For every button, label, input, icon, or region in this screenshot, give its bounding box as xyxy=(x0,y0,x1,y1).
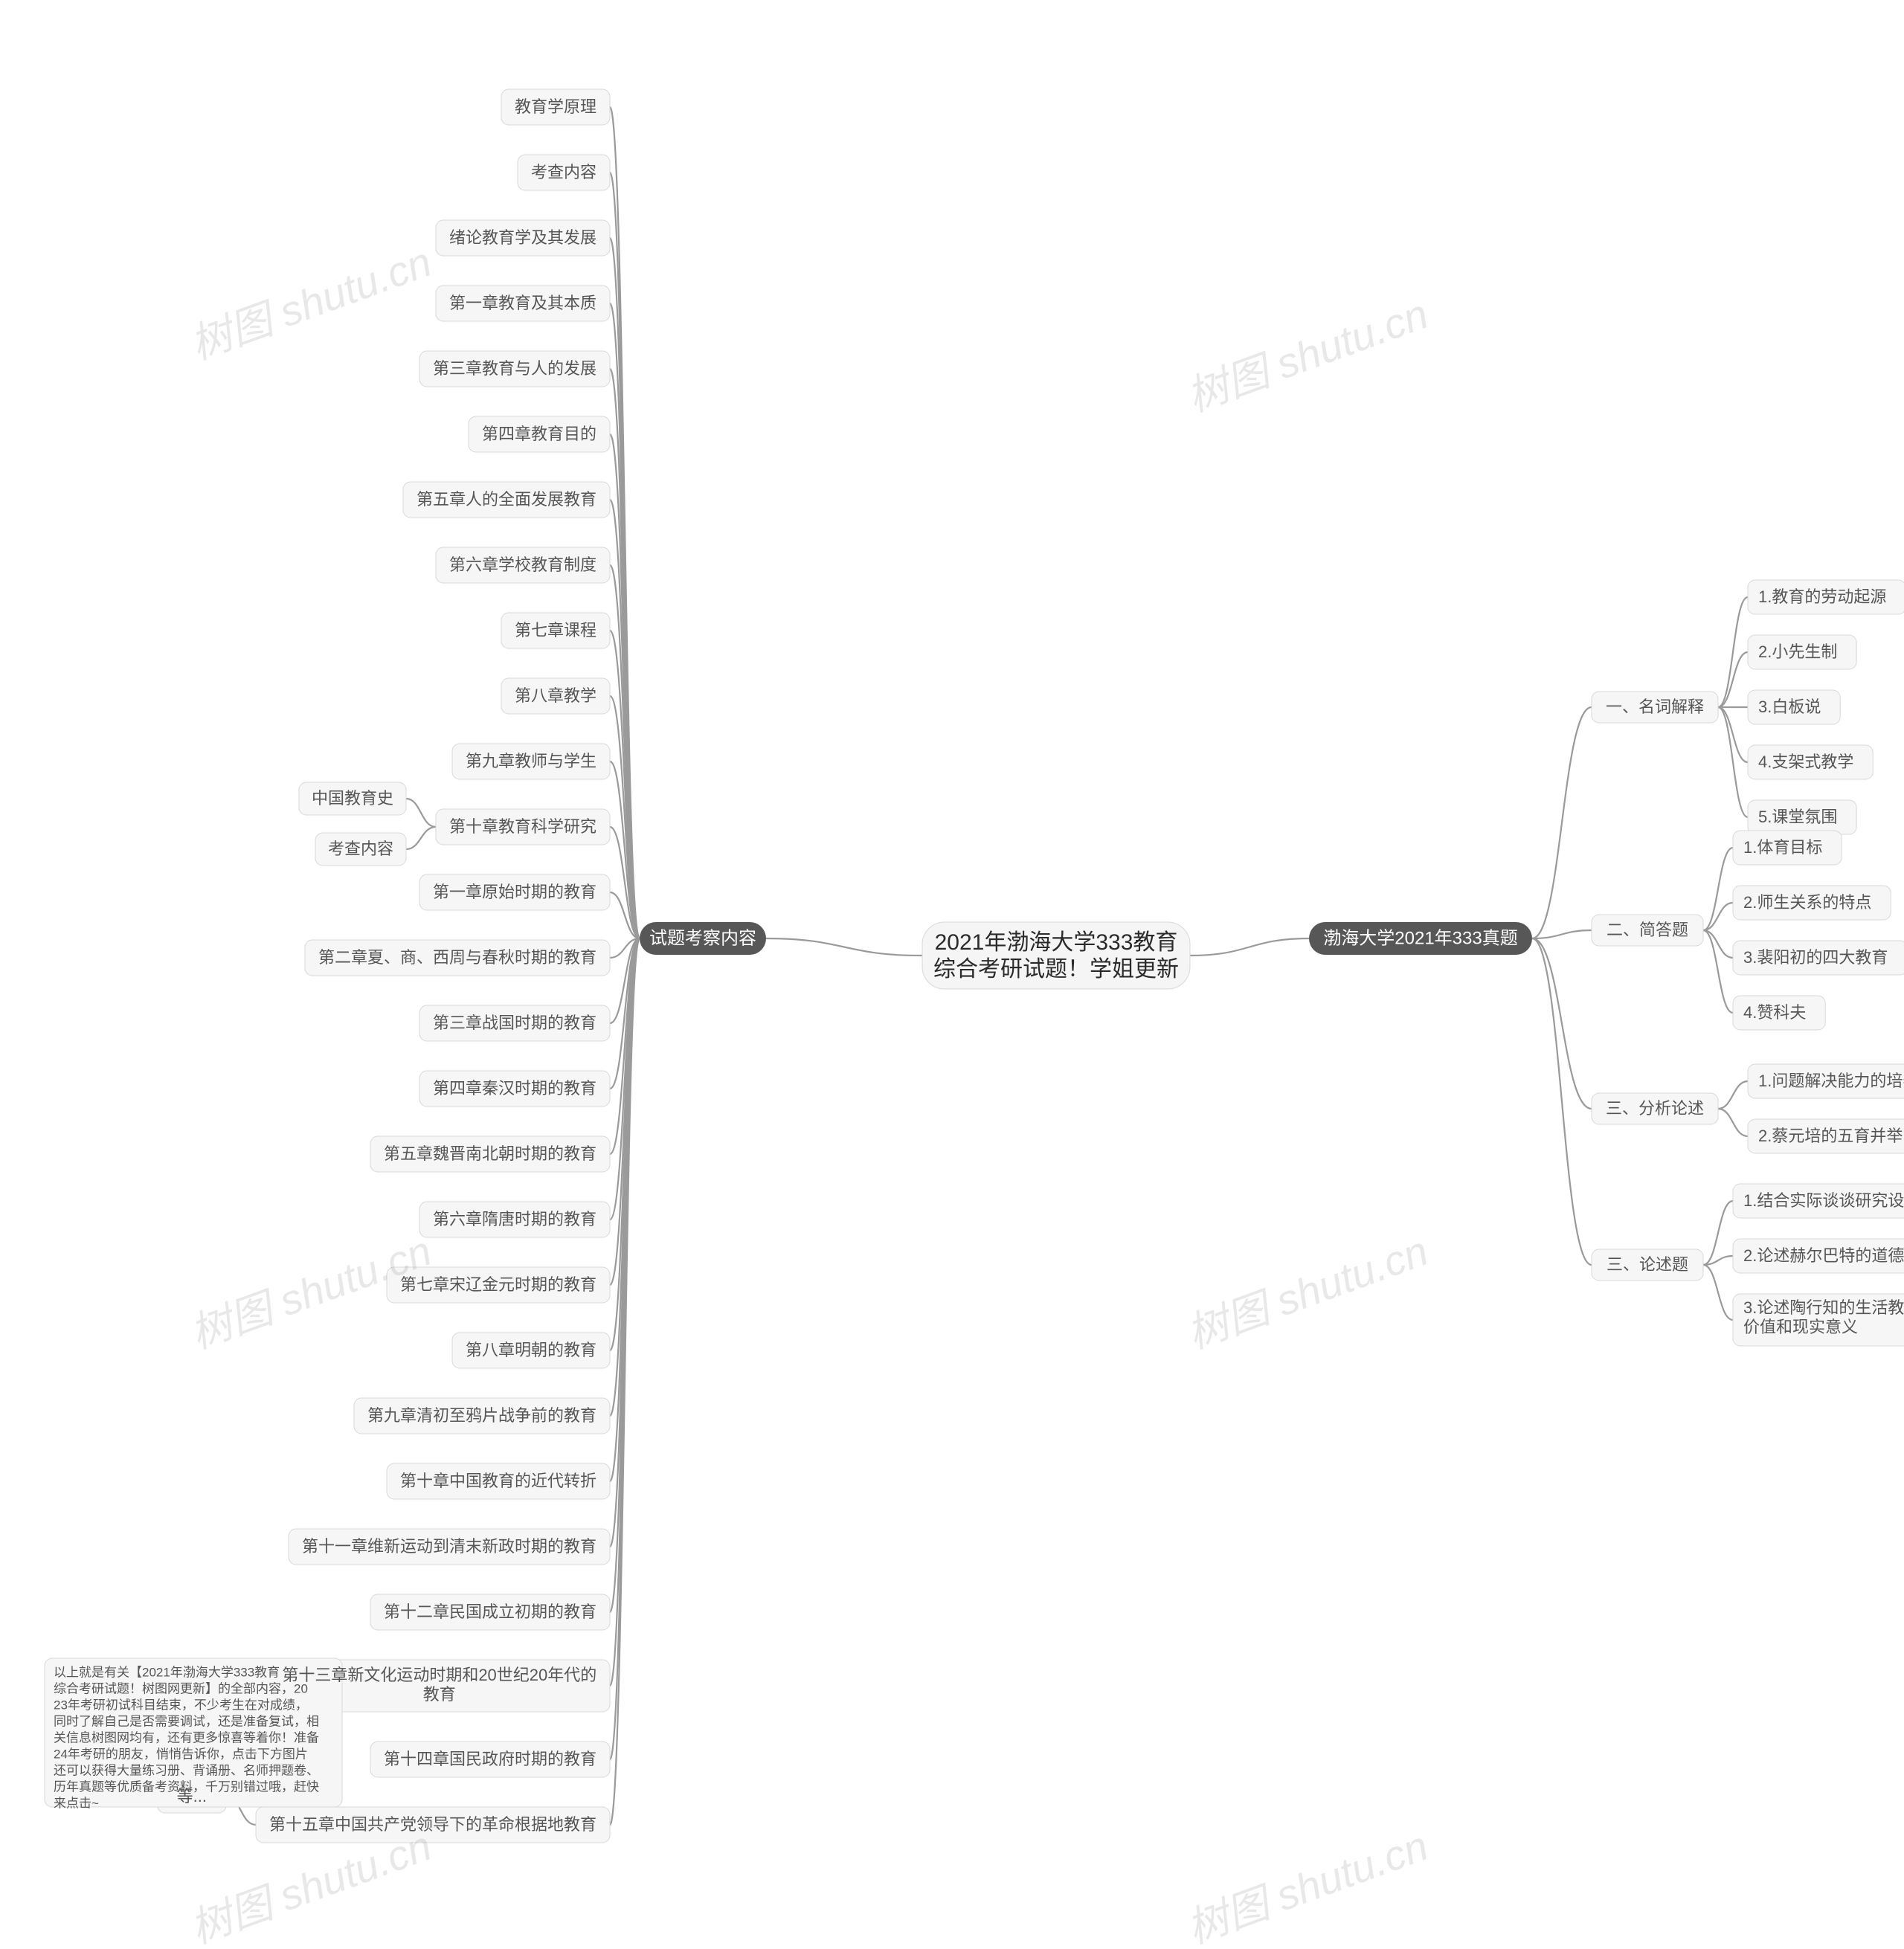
label: 3.裴阳初的四大教育 xyxy=(1743,948,1888,967)
label: 关信息树图网均有，还有更多惊喜等着你！准备 xyxy=(54,1730,319,1745)
label: 第五章人的全面发展教育 xyxy=(416,490,596,509)
label: 历年真题等优质备考资料，千万别错过哦，赶快 xyxy=(54,1779,319,1794)
label: 2.论述赫尔巴特的道德教育理论 xyxy=(1743,1246,1904,1265)
mindmap-canvas: 2021年渤海大学333教育综合考研试题！学姐更新 试题考察内容 渤海大学2021年… xyxy=(0,0,1904,1949)
watermark: 树图 shutu.cn xyxy=(1181,1227,1434,1357)
label: 同时了解自己是否需要调试，还是准备复试，相 xyxy=(54,1714,319,1728)
label: 第十五章中国共产党领导下的革命根据地教育 xyxy=(269,1815,596,1834)
label: 第十章教育科学研究 xyxy=(449,817,596,836)
label: 1.问题解决能力的培养 xyxy=(1758,1072,1904,1090)
label: 24年考研的朋友，悄悄告诉你，点击下方图片 xyxy=(54,1747,308,1761)
label: 第十四章国民政府时期的教育 xyxy=(384,1750,596,1768)
label: 试题考察内容 xyxy=(649,928,756,948)
label: 教育 xyxy=(423,1685,456,1704)
label: 第十三章新文化运动时期和20世纪20年代的 xyxy=(282,1666,596,1684)
label: 第八章教学 xyxy=(515,686,596,705)
label: 第五章魏晋南北朝时期的教育 xyxy=(384,1144,596,1163)
label: 1.结合实际谈谈研究设计有哪些方面的内容 xyxy=(1743,1191,1904,1210)
label: 第一章教育及其本质 xyxy=(449,294,596,312)
label: 考查内容 xyxy=(328,840,393,858)
label: 第二章夏、商、西周与春秋时期的教育 xyxy=(318,948,596,967)
label: 还可以获得大量练习册、背诵册、名师押题卷、 xyxy=(54,1763,319,1777)
label: 第七章宋辽金元时期的教育 xyxy=(400,1275,596,1294)
label: 第四章教育目的 xyxy=(482,425,596,443)
label: 2.小先生制 xyxy=(1758,642,1837,661)
label: 第九章教师与学生 xyxy=(466,752,596,770)
label: 4.赞科夫 xyxy=(1743,1003,1806,1022)
label: 来点击~ xyxy=(54,1796,99,1810)
label: 三、分析论述 xyxy=(1606,1099,1704,1118)
label: 1.体育目标 xyxy=(1743,838,1822,857)
label: 1.教育的劳动起源 xyxy=(1758,587,1886,606)
label: 以上就是有关【2021年渤海大学333教育 xyxy=(54,1665,280,1679)
label: 第十章中国教育的近代转折 xyxy=(400,1472,596,1490)
label: 教育学原理 xyxy=(515,97,596,116)
label: 渤海大学2021年333真题 xyxy=(1323,928,1517,948)
label: 23年考研初试科目结束，不少考生在对成绩， xyxy=(54,1698,308,1712)
label: 三、论述题 xyxy=(1606,1255,1688,1274)
label: 第八章明朝的教育 xyxy=(466,1341,596,1359)
label: 第七章课程 xyxy=(515,621,596,640)
label: 5.课堂氛围 xyxy=(1758,808,1837,826)
label: 第六章学校教育制度 xyxy=(449,555,596,574)
label: 2.师生关系的特点 xyxy=(1743,893,1871,912)
label: 第一章原始时期的教育 xyxy=(433,883,596,901)
label: 第十一章维新运动到清末新政时期的教育 xyxy=(302,1537,596,1556)
label: 3.白板说 xyxy=(1758,698,1821,716)
watermark: 树图 shutu.cn xyxy=(1181,290,1434,420)
label: 第六章隋唐时期的教育 xyxy=(433,1210,596,1228)
label: 第三章战国时期的教育 xyxy=(433,1014,596,1032)
watermark: 树图 shutu.cn xyxy=(1181,1822,1434,1949)
label: 4.支架式教学 xyxy=(1758,753,1853,771)
label: 价值和现实意义 xyxy=(1743,1318,1858,1336)
label: 2021年渤海大学333教育 xyxy=(935,930,1178,955)
label: 二、简答题 xyxy=(1606,921,1688,939)
label: 2.蔡元培的五育并举 xyxy=(1758,1127,1903,1145)
label: 第十二章民国成立初期的教育 xyxy=(384,1602,596,1621)
label: 第三章教育与人的发展 xyxy=(433,359,596,378)
label: 综合考研试题！学姐更新 xyxy=(933,957,1179,982)
label: 考查内容 xyxy=(531,163,596,181)
label: 3.论述陶行知的生活教育理论，并分析其历史 xyxy=(1743,1298,1904,1317)
label: 综合考研试题！树图网更新】的全部内容，20 xyxy=(54,1681,308,1695)
label: 绪论教育学及其发展 xyxy=(449,228,596,247)
label: 第四章秦汉时期的教育 xyxy=(433,1079,596,1098)
label: 一、名词解释 xyxy=(1606,698,1704,716)
label: 第九章清初至鸦片战争前的教育 xyxy=(367,1406,596,1425)
label: 中国教育史 xyxy=(312,789,393,808)
watermark: 树图 shutu.cn xyxy=(184,238,437,368)
